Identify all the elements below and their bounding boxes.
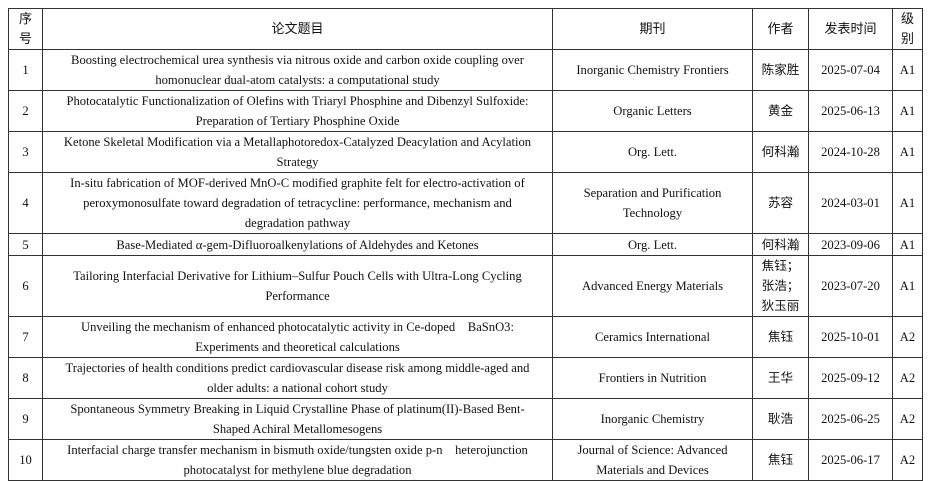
- author: 何科瀚: [752, 233, 809, 256]
- paper-title: Interfacial charge transfer mechanism in…: [42, 439, 553, 481]
- paper-title: Boosting electrochemical urea synthesis …: [42, 49, 553, 91]
- author: 焦钰: [752, 439, 809, 481]
- paper-title: Tailoring Interfacial Derivative for Lit…: [42, 255, 553, 317]
- level: A2: [892, 398, 923, 440]
- level: A1: [892, 172, 923, 234]
- journal: Ceramics International: [552, 316, 753, 358]
- row-number: 4: [8, 172, 43, 234]
- author: 何科瀚: [752, 131, 809, 173]
- level: A1: [892, 131, 923, 173]
- level: A2: [892, 439, 923, 481]
- table-row: 8 Trajectories of health conditions predi…: [8, 357, 923, 399]
- author: 焦钰；张浩；狄玉丽: [752, 255, 809, 317]
- publish-date: 2025-09-12: [808, 357, 893, 399]
- header-journal: 期刊: [552, 8, 753, 50]
- row-number: 9: [8, 398, 43, 440]
- level: A1: [892, 90, 923, 132]
- paper-title: Base-Mediated α-gem-Difluoroalkenylation…: [42, 233, 553, 256]
- table-row: 5 Base-Mediated α-gem-Difluoroalkenylatio…: [8, 233, 923, 256]
- papers-table: 序号 论文题目 期刊 作者 发表时间 级别 1 Boosting electroc…: [8, 8, 923, 481]
- publish-date: 2024-03-01: [808, 172, 893, 234]
- paper-title: Photocatalytic Functionalization of Olef…: [42, 90, 553, 132]
- journal: Advanced Energy Materials: [552, 255, 753, 317]
- header-author: 作者: [752, 8, 809, 50]
- table-row: 6 Tailoring Interfacial Derivative for Li…: [8, 255, 923, 317]
- header-no: 序号: [8, 8, 43, 50]
- level: A1: [892, 255, 923, 317]
- level: A2: [892, 357, 923, 399]
- journal: Separation and Purification Technology: [552, 172, 753, 234]
- level: A1: [892, 233, 923, 256]
- row-number: 3: [8, 131, 43, 173]
- author: 焦钰: [752, 316, 809, 358]
- paper-title: Spontaneous Symmetry Breaking in Liquid …: [42, 398, 553, 440]
- header-title: 论文题目: [42, 8, 553, 50]
- journal: Org. Lett.: [552, 233, 753, 256]
- paper-title: Unveiling the mechanism of enhanced phot…: [42, 316, 553, 358]
- row-number: 7: [8, 316, 43, 358]
- author: 耿浩: [752, 398, 809, 440]
- publish-date: 2025-10-01: [808, 316, 893, 358]
- publish-date: 2023-07-20: [808, 255, 893, 317]
- paper-title: Trajectories of health conditions predic…: [42, 357, 553, 399]
- author: 陈家胜: [752, 49, 809, 91]
- row-number: 10: [8, 439, 43, 481]
- header-date: 发表时间: [808, 8, 893, 50]
- journal: Org. Lett.: [552, 131, 753, 173]
- journal: Inorganic Chemistry: [552, 398, 753, 440]
- author: 黄金: [752, 90, 809, 132]
- table-row: 10 Interfacial charge transfer mechanism …: [8, 439, 923, 481]
- journal: Journal of Science: Advanced Materials a…: [552, 439, 753, 481]
- journal: Frontiers in Nutrition: [552, 357, 753, 399]
- paper-title: Ketone Skeletal Modification via a Metal…: [42, 131, 553, 173]
- author: 苏容: [752, 172, 809, 234]
- publish-date: 2025-06-25: [808, 398, 893, 440]
- table-row: 9 Spontaneous Symmetry Breaking in Liquid…: [8, 398, 923, 440]
- publish-date: 2025-06-13: [808, 90, 893, 132]
- row-number: 5: [8, 233, 43, 256]
- row-number: 8: [8, 357, 43, 399]
- journal: Organic Letters: [552, 90, 753, 132]
- paper-title: In-situ fabrication of MOF-derived MnO-C…: [42, 172, 553, 234]
- level: A2: [892, 316, 923, 358]
- table-row: 1 Boosting electrochemical urea synthesis…: [8, 49, 923, 91]
- journal: Inorganic Chemistry Frontiers: [552, 49, 753, 91]
- table-row: 3 Ketone Skeletal Modification via a Meta…: [8, 131, 923, 173]
- table-row: 7 Unveiling the mechanism of enhanced pho…: [8, 316, 923, 358]
- row-number: 6: [8, 255, 43, 317]
- publish-date: 2025-06-17: [808, 439, 893, 481]
- publish-date: 2024-10-28: [808, 131, 893, 173]
- row-number: 2: [8, 90, 43, 132]
- publish-date: 2025-07-04: [808, 49, 893, 91]
- table-row: 2 Photocatalytic Functionalization of Ole…: [8, 90, 923, 132]
- author: 王华: [752, 357, 809, 399]
- header-row: 序号 论文题目 期刊 作者 发表时间 级别: [8, 8, 923, 50]
- level: A1: [892, 49, 923, 91]
- row-number: 1: [8, 49, 43, 91]
- table-row: 4 In-situ fabrication of MOF-derived MnO-…: [8, 172, 923, 234]
- publish-date: 2023-09-06: [808, 233, 893, 256]
- header-level: 级别: [892, 8, 923, 50]
